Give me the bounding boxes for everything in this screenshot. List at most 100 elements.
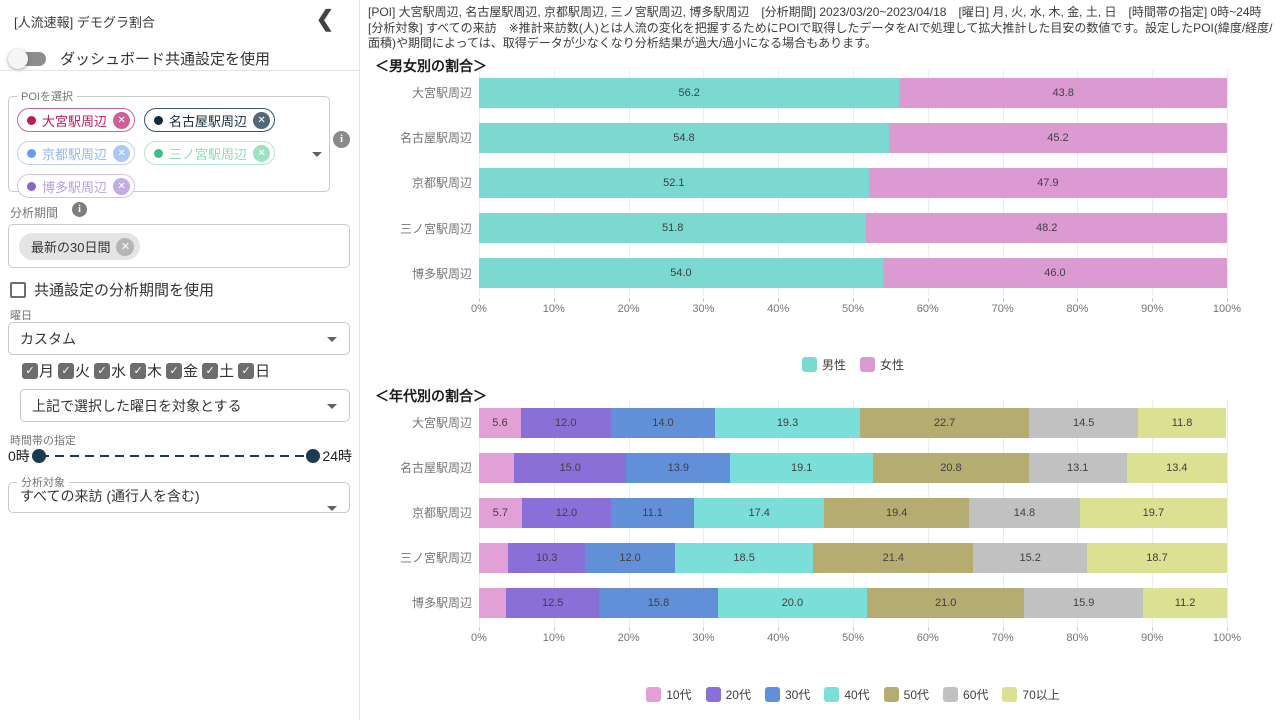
bar-segment-20代[interactable]: 10.3 — [508, 542, 586, 573]
bar-segment-女性[interactable]: 45.2 — [888, 122, 1227, 153]
bar-segment-30代[interactable]: 11.1 — [611, 497, 695, 528]
time-range-slider[interactable] — [31, 446, 321, 466]
day-checkbox[interactable]: ✓ — [22, 362, 38, 379]
bar-segment-男性[interactable]: 54.8 — [479, 122, 889, 153]
legend-item-60代[interactable]: 60代 — [943, 686, 988, 703]
period-select-box[interactable]: 最新の30日間 ✕ — [8, 224, 350, 268]
bar-segment-男性[interactable]: 51.8 — [479, 213, 867, 244]
legend-swatch — [646, 687, 662, 702]
bar-segment-30代[interactable]: 13.9 — [626, 452, 731, 483]
bar-value-label: 5.7 — [492, 506, 508, 519]
poi-chip[interactable]: 京都駅周辺 ✕ — [17, 141, 136, 165]
remove-icon[interactable]: ✕ — [116, 237, 135, 256]
sidebar-collapse-button[interactable]: ❮ — [308, 4, 342, 34]
info-icon[interactable]: i — [333, 131, 350, 148]
bar-segment-男性[interactable]: 52.1 — [479, 167, 869, 198]
bar-segment-70以上[interactable]: 13.4 — [1126, 452, 1227, 483]
day-checkbox[interactable]: ✓ — [202, 362, 219, 379]
bar-segment-女性[interactable]: 46.0 — [882, 258, 1227, 289]
grid-line — [1227, 400, 1228, 625]
day-mode-select[interactable]: 上記で選択した曜日を対象とする — [20, 389, 350, 422]
bar-segment-50代[interactable]: 22.7 — [859, 407, 1030, 438]
remove-icon[interactable]: ✕ — [253, 111, 271, 129]
bar-segment-40代[interactable]: 19.3 — [715, 407, 860, 438]
slider-thumb-end[interactable] — [306, 449, 321, 463]
bar-segment-50代[interactable]: 21.4 — [813, 542, 974, 573]
bar-segment-60代[interactable]: 15.2 — [973, 542, 1088, 573]
bar-segment-40代[interactable]: 17.4 — [694, 497, 825, 528]
poi-chip[interactable]: 大宮駅周辺 ✕ — [17, 108, 136, 132]
weekday-select[interactable]: カスタム — [8, 322, 350, 355]
bar-value-label: 20.0 — [781, 596, 804, 609]
bar-segment-10代[interactable] — [479, 587, 506, 618]
bar-segment-60代[interactable]: 14.5 — [1029, 407, 1138, 438]
legend-swatch — [943, 687, 959, 702]
poi-chip-list: 大宮駅周辺 ✕ 名古屋駅周辺 ✕ 京都駅周辺 ✕ 三ノ宮駅周辺 ✕ 博多駅周辺 ✕ — [9, 104, 329, 202]
poi-chip[interactable]: 名古屋駅周辺 ✕ — [144, 108, 276, 132]
poi-select-box[interactable]: POIを選択 大宮駅周辺 ✕ 名古屋駅周辺 ✕ 京都駅周辺 ✕ 三ノ宮駅周辺 ✕ 博多駅周辺 ✕ — [8, 88, 330, 198]
bar-segment-20代[interactable]: 12.0 — [521, 497, 612, 528]
axis-tick — [479, 298, 480, 302]
legend-item-男性[interactable]: 男性 — [801, 356, 846, 373]
bar-segment-40代[interactable]: 18.5 — [674, 542, 814, 573]
common-period-checkbox[interactable] — [10, 281, 26, 298]
bar-segment-30代[interactable]: 15.8 — [599, 587, 718, 618]
remove-icon[interactable]: ✕ — [113, 111, 131, 129]
bar-segment-70以上[interactable]: 11.8 — [1137, 407, 1227, 438]
legend-item-50代[interactable]: 50代 — [883, 686, 929, 703]
legend-item-20代[interactable]: 20代 — [705, 686, 751, 703]
day-checkbox[interactable]: ✓ — [130, 362, 147, 379]
bar-segment-60代[interactable]: 15.9 — [1024, 587, 1144, 618]
bar-segment-10代[interactable]: 5.7 — [479, 497, 522, 528]
bar-segment-10代[interactable] — [479, 452, 515, 483]
legend-item-10代[interactable]: 10代 — [646, 686, 692, 703]
bar-segment-10代[interactable] — [479, 542, 509, 573]
bar-segment-20代[interactable]: 12.5 — [505, 587, 600, 618]
legend-label: 女性 — [880, 358, 905, 372]
bar-segment-50代[interactable]: 19.4 — [824, 497, 970, 528]
dashboard-common-toggle[interactable] — [8, 48, 46, 69]
bar-segment-70以上[interactable]: 19.7 — [1079, 497, 1227, 528]
axis-tick — [1152, 627, 1154, 631]
legend-item-女性[interactable]: 女性 — [860, 356, 904, 373]
bar-segment-60代[interactable]: 13.1 — [1028, 452, 1127, 483]
bar-segment-20代[interactable]: 15.0 — [514, 452, 627, 483]
chevron-down-icon[interactable] — [312, 152, 322, 157]
bar-value-label: 11.1 — [642, 506, 664, 519]
bar-segment-40代[interactable]: 20.0 — [717, 587, 868, 618]
period-chip[interactable]: 最新の30日間 ✕ — [19, 233, 141, 260]
poi-chip[interactable]: 博多駅周辺 ✕ — [17, 174, 136, 198]
bar-segment-10代[interactable]: 5.6 — [479, 407, 521, 438]
info-icon[interactable]: i — [72, 202, 87, 217]
poi-chip[interactable]: 三ノ宮駅周辺 ✕ — [144, 141, 276, 165]
bar-segment-男性[interactable]: 54.0 — [479, 258, 883, 289]
bar-segment-女性[interactable]: 43.8 — [899, 77, 1227, 108]
bar-segment-男性[interactable]: 56.2 — [479, 77, 900, 108]
legend-item-40代[interactable]: 40代 — [824, 686, 870, 703]
day-checkbox[interactable]: ✓ — [166, 362, 183, 379]
remove-icon[interactable]: ✕ — [253, 144, 271, 162]
bar-segment-50代[interactable]: 21.0 — [867, 587, 1025, 618]
legend-item-70以上[interactable]: 70以上 — [1002, 686, 1060, 703]
bar-segment-女性[interactable]: 48.2 — [866, 213, 1227, 244]
remove-icon[interactable]: ✕ — [113, 177, 131, 195]
remove-icon[interactable]: ✕ — [113, 144, 131, 162]
bar-segment-30代[interactable]: 14.0 — [610, 407, 716, 438]
day-checkbox[interactable]: ✓ — [58, 362, 75, 379]
bar-segment-20代[interactable]: 12.0 — [520, 407, 611, 438]
bar-segment-30代[interactable]: 12.0 — [585, 542, 675, 573]
bar-segment-60代[interactable]: 14.8 — [969, 497, 1080, 528]
bar-segment-50代[interactable]: 20.8 — [873, 452, 1029, 483]
category-label: 名古屋駅周辺 — [399, 131, 472, 146]
day-checkbox[interactable]: ✓ — [94, 362, 111, 379]
slider-thumb-start[interactable] — [31, 449, 46, 463]
legend-item-30代[interactable]: 30代 — [764, 686, 810, 703]
axis-tick-label: 80% — [1066, 303, 1089, 315]
bar-segment-40代[interactable]: 19.1 — [730, 452, 874, 483]
analysis-target-select[interactable]: 分析対象 すべての来訪 (通行人を含む) — [8, 474, 350, 513]
axis-tick-label: 50% — [841, 632, 865, 644]
day-checkbox[interactable]: ✓ — [238, 362, 255, 379]
bar-segment-女性[interactable]: 47.9 — [868, 167, 1227, 198]
bar-segment-70以上[interactable]: 18.7 — [1087, 542, 1227, 573]
bar-segment-70以上[interactable]: 11.2 — [1143, 587, 1227, 618]
